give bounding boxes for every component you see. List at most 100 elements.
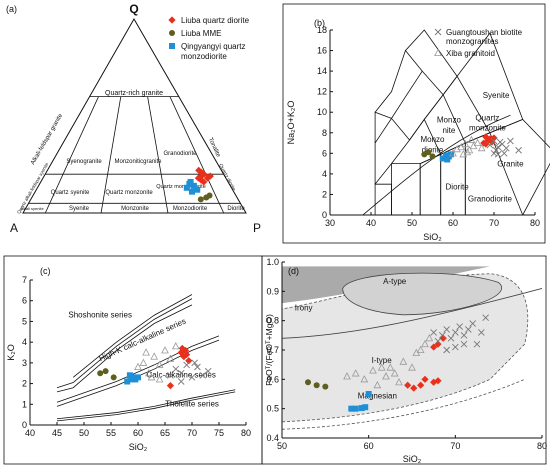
qap-boundary xyxy=(169,96,220,204)
guangtoushan-biotite-monzogranites-marker xyxy=(439,332,446,339)
liuba-mme-marker xyxy=(102,368,109,375)
xiba-granitoid-marker xyxy=(161,346,169,354)
y-tick-label: 2 xyxy=(322,189,327,199)
series-boundary-line xyxy=(56,298,193,389)
liuba-quartz-diorite-marker xyxy=(410,384,418,392)
field-label-granite: Granite xyxy=(497,160,524,169)
y-tick-label: 0.8 xyxy=(266,316,279,326)
xiba-granitoid-marker xyxy=(382,372,390,380)
guangtoushan-biotite-monzogranites-marker xyxy=(177,378,185,385)
field-label-syenogranite: Syenogranite xyxy=(66,159,102,165)
tas-field-boundary xyxy=(404,29,458,95)
guangtoushan-biotite-monzogranites-marker xyxy=(473,340,481,348)
qingyangyi-quartz-monzodiorite-marker xyxy=(126,372,133,379)
legend-b-cross-marker xyxy=(434,28,442,36)
legend-a-liuba-mme-label: Liuba MME xyxy=(181,29,221,38)
y-tick-label: 7 xyxy=(22,275,27,285)
field-label-quartz-monzonite: Quartz monzonite xyxy=(105,190,153,196)
field-label-granodiorite: Granodiorite xyxy=(163,151,197,157)
field-label-quartz-diorite: Quartz diorite xyxy=(217,163,236,193)
series-boundary-line xyxy=(56,304,193,393)
qingyangyi-quartz-monzodiorite-marker xyxy=(439,155,446,162)
y-tick-label: 8 xyxy=(322,128,327,138)
guangtoushan-biotite-monzogranites-marker xyxy=(482,314,489,322)
x-axis-title: SiO₂ xyxy=(129,442,148,452)
guangtoushan-biotite-monzogranites-marker xyxy=(204,367,212,375)
series-boundary-line xyxy=(56,391,236,422)
guangtoushan-biotite-monzogranites-marker xyxy=(507,137,514,145)
guangtoushan-biotite-monzogranites-marker xyxy=(494,151,502,158)
field-label-monzonite: Monzonite xyxy=(121,206,149,212)
qap-boundary xyxy=(102,96,122,204)
guangtoushan-biotite-monzogranites-marker xyxy=(434,337,442,345)
x-tick-label: 60 xyxy=(364,441,374,451)
xiba-granitoid-marker xyxy=(166,354,175,362)
qap-field-boundaries xyxy=(28,96,241,214)
field-label-irony: Irony xyxy=(295,303,313,312)
qingyangyi-quartz-monzodiorite-marker xyxy=(194,186,201,193)
liuba-quartz-diorite-marker xyxy=(200,178,208,186)
qingyangyi-quartz-monzodiorite-marker xyxy=(348,405,355,412)
xiba-granitoid-marker xyxy=(386,363,395,371)
xiba-granitoid-marker xyxy=(477,143,486,152)
apex-q-label: Q xyxy=(129,2,138,16)
x-tick-label: 30 xyxy=(325,218,335,228)
qingyangyi-quartz-monzodiorite-marker xyxy=(135,374,141,381)
y-tick-label: 0.4 xyxy=(266,433,279,443)
guangtoushan-biotite-monzogranites-marker xyxy=(194,363,201,371)
liuba-mme-marker xyxy=(197,196,204,203)
xiba-granitoid-marker xyxy=(369,366,377,374)
guangtoushan-biotite-monzogranites-marker xyxy=(188,374,196,381)
tas-field-labels: SyeniteQuartzmonzoniteMonzoniteMonzodior… xyxy=(420,91,524,204)
field-label-quartz-monzonite-line2: monzonite xyxy=(469,124,506,133)
tas-data-points xyxy=(421,133,522,163)
qingyangyi-quartz-monzodiorite-marker xyxy=(183,184,190,191)
qap-boundary xyxy=(44,203,51,214)
x-tick-label: 70 xyxy=(489,218,499,228)
xiba-granitoid-marker xyxy=(360,375,369,383)
x-tick-label: 50 xyxy=(277,441,287,451)
liuba-quartz-diorite-marker xyxy=(194,174,203,182)
qingyangyi-quartz-monzodiorite-marker xyxy=(362,404,369,411)
xiba-granitoid-marker xyxy=(171,342,180,350)
y-tick-label: 1.0 xyxy=(266,257,279,267)
liuba-mme-marker xyxy=(97,370,104,377)
field-label-quartz-monzodiorite: Quartz monzodiorite xyxy=(156,184,206,190)
liuba-quartz-diorite-marker xyxy=(482,133,490,141)
y-axis-title: K₂O xyxy=(6,344,16,361)
xiba-granitoid-marker xyxy=(473,138,482,147)
tas-field-boundary xyxy=(419,153,442,215)
y-tick-label: 12 xyxy=(317,87,327,97)
y-axis-title: FeOᵀ/(FeOᵀ+MgO) xyxy=(264,314,274,386)
guangtoushan-biotite-monzogranites-marker xyxy=(492,146,500,154)
y-tick-label: 1 xyxy=(22,399,27,409)
xiba-granitoid-marker xyxy=(147,373,156,381)
x-tick-label: 80 xyxy=(537,441,547,451)
liuba-quartz-diorite-marker xyxy=(434,340,442,348)
series-boundary-line xyxy=(56,335,220,403)
guangtoushan-biotite-monzogranites-marker xyxy=(447,334,455,342)
y-tick-label: 4 xyxy=(22,337,27,347)
panel-b-frame xyxy=(282,3,546,244)
liuba-quartz-diorite-marker xyxy=(180,353,188,361)
field-label-quartz-syenite: Quartz syenite xyxy=(51,190,90,196)
xiba-granitoid-marker xyxy=(399,357,408,365)
x-tick-label: 50 xyxy=(407,218,417,228)
x-tick-label: 60 xyxy=(133,428,143,438)
legend-a-liuba-mme-marker xyxy=(169,30,175,36)
y-axis-title: Na₂O+K₂O xyxy=(286,101,296,145)
guangtoushan-biotite-monzogranites-marker xyxy=(456,323,463,330)
xiba-granitoid-marker xyxy=(390,369,399,377)
field-label-tonalite: Tonalite xyxy=(207,137,221,159)
guangtoushan-biotite-monzogranites-marker xyxy=(460,340,468,348)
field-label-tholeiite-series: Tholeiite series xyxy=(165,399,219,408)
legend-a-qingyangyi-quartz-monzodiorite-marker xyxy=(169,43,175,49)
y-tick-label: 0.5 xyxy=(266,404,279,414)
guangtoushan-biotite-monzogranites-marker xyxy=(490,150,498,157)
xiba-granitoid-marker xyxy=(449,149,457,157)
series-boundary-line xyxy=(72,294,193,378)
qap-triangle-outline xyxy=(22,17,247,214)
x-axis-title: SiO₂ xyxy=(403,454,422,464)
liuba-quartz-diorite-marker xyxy=(417,381,425,389)
